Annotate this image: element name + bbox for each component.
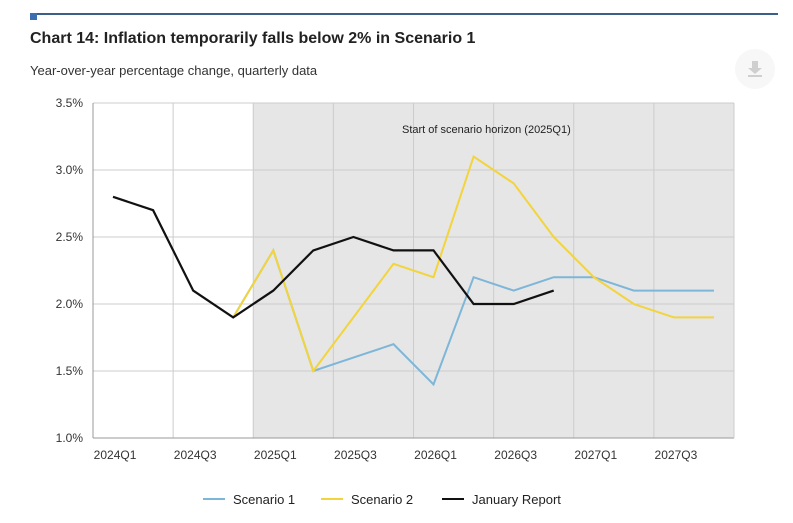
y-tick-label: 2.0% [56, 297, 84, 311]
x-tick-label: 2025Q3 [334, 448, 377, 462]
x-tick-label: 2026Q1 [414, 448, 457, 462]
x-tick-label: 2025Q1 [254, 448, 297, 462]
axes: 1.0% 1.5% 2.0% 2.5% 3.0% 3.5% 2024Q1 2024Q3 2025… [56, 96, 735, 462]
x-tick-label: 2026Q3 [494, 448, 537, 462]
series-line [112, 195, 555, 319]
legend-item-scenario-1[interactable]: Scenario 1 [203, 489, 295, 509]
header-accent-square [30, 13, 37, 20]
series-lines [112, 155, 714, 387]
download-button[interactable] [735, 49, 775, 89]
x-tick-label: 2024Q1 [94, 448, 137, 462]
y-tick-label: 3.5% [56, 96, 84, 110]
y-tick-label: 1.5% [56, 364, 84, 378]
legend-item-january-report[interactable]: January Report [442, 489, 561, 509]
scenario-horizon-annotation: Start of scenario horizon (2025Q1) [402, 124, 571, 136]
y-tick-label: 1.0% [56, 431, 84, 445]
x-tick-label: 2027Q1 [574, 448, 617, 462]
x-tick-label: 2027Q3 [655, 448, 698, 462]
x-tick-label: 2024Q3 [174, 448, 217, 462]
legend-swatch [321, 498, 343, 500]
legend-label: Scenario 2 [351, 491, 414, 507]
y-tick-label: 2.5% [56, 230, 84, 244]
legend: Scenario 1 Scenario 2 January Report [0, 489, 793, 511]
chart-subtitle: Year-over-year percentage change, quarte… [30, 63, 318, 78]
legend-label: Scenario 1 [233, 491, 296, 507]
download-icon [748, 61, 762, 77]
chart-title: Chart 14: Inflation temporarily falls be… [30, 30, 476, 47]
legend-swatch [442, 498, 464, 500]
series-line [232, 155, 714, 374]
header-rule [30, 13, 778, 15]
legend-label: January Report [472, 491, 561, 507]
legend-swatch [203, 498, 225, 500]
y-tick-label: 3.0% [56, 163, 84, 177]
legend-item-scenario-2[interactable]: Scenario 2 [321, 489, 413, 509]
